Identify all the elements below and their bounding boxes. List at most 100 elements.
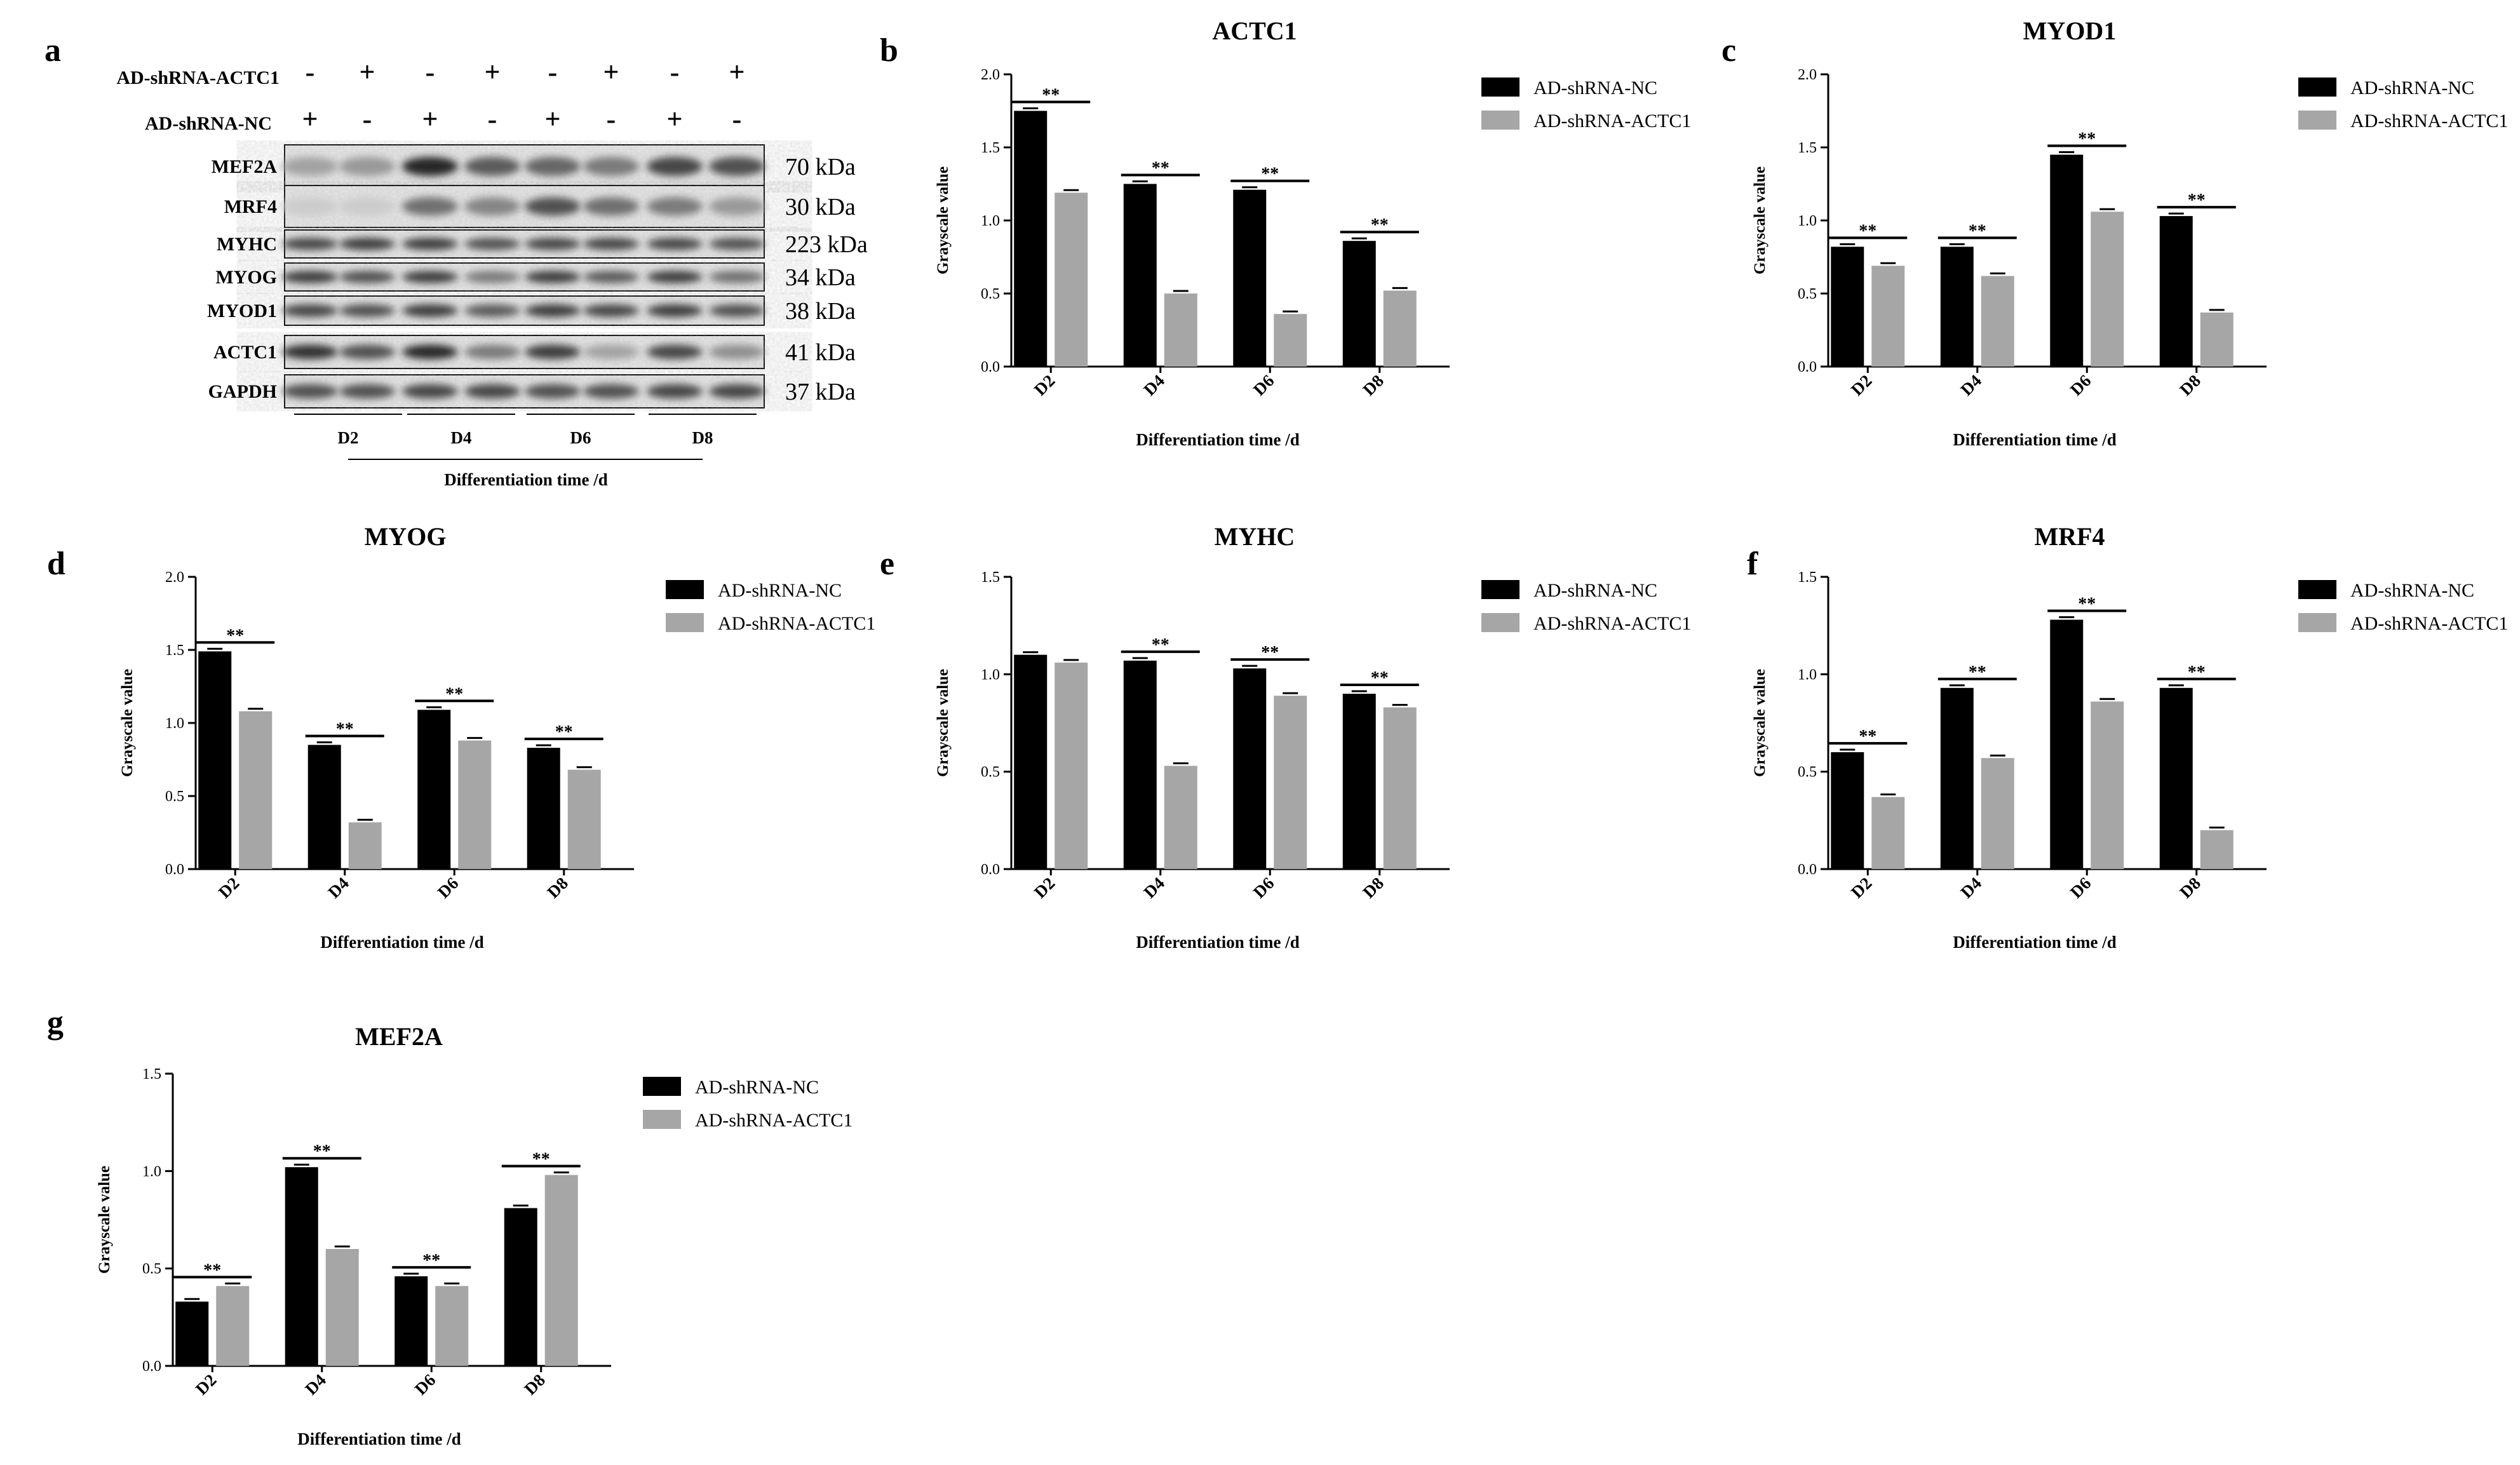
blot-band xyxy=(282,197,338,216)
y-tick-label: 0.5 xyxy=(142,1261,161,1278)
bar-nc xyxy=(198,651,232,869)
x-axis-label: Differentiation time /d xyxy=(1953,933,2116,952)
significance-marker: ** xyxy=(1152,635,1169,655)
blot-band xyxy=(525,304,581,318)
y-tick-label: 1.5 xyxy=(165,642,184,659)
blot-day-labels: D2 D4 D6 D8 xyxy=(294,414,757,447)
panel-letter-f: f xyxy=(1747,546,1758,582)
y-tick-label: 0.5 xyxy=(981,764,1000,781)
y-axis-label: Grayscale value xyxy=(934,669,952,777)
y-tick-label: 1.5 xyxy=(981,569,1000,586)
significance-marker: ** xyxy=(336,720,354,739)
x-tick-label: D2 xyxy=(1030,371,1059,400)
panel-letter-b: b xyxy=(880,32,898,69)
bar-nc xyxy=(1940,687,1974,869)
bar-nc xyxy=(1342,241,1376,367)
legend-swatch-actc1 xyxy=(2298,111,2336,130)
treatment-sign-grid: - + - + - + - + + - + - + - + - xyxy=(302,57,745,135)
x-tick-label: D6 xyxy=(1250,874,1278,902)
x-tick-label: D8 xyxy=(1359,371,1387,400)
bar-actc1 xyxy=(1981,276,2014,367)
panel-letter-e: e xyxy=(880,546,894,582)
significance-marker: ** xyxy=(1261,165,1279,184)
band-name-label: ACTC1 xyxy=(213,342,277,363)
legend-label-nc: AD-shRNA-NC xyxy=(1533,580,1657,601)
blot-row: MYOD1 38 kDa xyxy=(207,295,856,326)
blot-row: MYHC 223 kDa xyxy=(217,229,868,259)
significance-marker: ** xyxy=(532,1149,550,1169)
chart-title: ACTC1 xyxy=(1212,17,1297,45)
bar-nc xyxy=(2050,154,2084,367)
y-tick-label: 0.0 xyxy=(142,1358,161,1375)
blot-band xyxy=(402,304,458,318)
blot-day-label: D8 xyxy=(692,428,713,447)
legend-label-nc: AD-shRNA-NC xyxy=(718,580,842,601)
x-tick-label: D6 xyxy=(434,874,462,902)
bar-nc xyxy=(527,748,560,869)
bar-actc1 xyxy=(544,1175,578,1366)
bar-actc1 xyxy=(1871,266,1905,367)
bar-actc1 xyxy=(239,711,273,869)
y-tick-label: 2.0 xyxy=(981,67,1000,83)
bar-actc1 xyxy=(1164,294,1197,367)
panel-letter-a: a xyxy=(44,32,61,69)
blot-row: GAPDH 37 kDa xyxy=(208,374,856,408)
legend-swatch-actc1 xyxy=(1481,613,1519,632)
blot-band xyxy=(525,238,581,250)
blot-band xyxy=(464,344,520,360)
blot-band xyxy=(464,238,520,250)
blot-band xyxy=(709,157,765,176)
bar-nc xyxy=(1233,189,1267,367)
bar-actc1 xyxy=(1981,758,2014,869)
blot-band xyxy=(709,384,765,399)
chart-panel-d: d MYOG 0.0 0.5 1.0 1.5 2.0 Grayscale value ** D2 *… xyxy=(47,522,875,952)
legend-swatch-nc xyxy=(643,1077,681,1096)
blot-band xyxy=(339,384,395,399)
significance-marker: ** xyxy=(1152,159,1169,179)
bar-nc xyxy=(1123,660,1157,869)
blot-band xyxy=(464,304,520,318)
y-tick-label: 1.5 xyxy=(142,1066,161,1083)
significance-marker: ** xyxy=(1969,663,1986,682)
chart-title: MRF4 xyxy=(2034,522,2105,551)
y-tick-label: 0.5 xyxy=(1798,286,1817,302)
legend-swatch-nc xyxy=(2298,78,2336,97)
bar-actc1 xyxy=(2200,312,2234,367)
band-kda-label: 70 kDa xyxy=(785,154,856,180)
blot-band xyxy=(339,304,395,318)
bar-nc xyxy=(2159,216,2193,367)
band-kda-label: 38 kDa xyxy=(785,298,856,325)
bar-actc1 xyxy=(2200,830,2234,869)
chart-title: MYOD1 xyxy=(2023,17,2117,45)
y-tick-label: 0.0 xyxy=(1798,359,1817,375)
x-tick-label: D4 xyxy=(1957,874,1985,902)
legend-swatch-actc1 xyxy=(643,1110,681,1129)
blot-band xyxy=(583,271,639,283)
x-tick-label: D4 xyxy=(1140,874,1168,902)
band-name-label: MYOD1 xyxy=(207,300,277,321)
x-tick-label: D8 xyxy=(520,1370,549,1399)
blot-band xyxy=(464,197,520,216)
blot-band xyxy=(647,384,703,399)
significance-marker: ** xyxy=(445,684,463,704)
band-kda-label: 41 kDa xyxy=(785,339,856,366)
significance-marker: ** xyxy=(2188,663,2206,682)
panel-letter-d: d xyxy=(47,546,65,582)
x-tick-label: D2 xyxy=(1030,874,1059,902)
blot-band xyxy=(583,384,639,399)
legend-label-nc: AD-shRNA-NC xyxy=(2350,580,2474,601)
blot-band xyxy=(709,197,765,216)
blot-band xyxy=(647,157,703,176)
legend-swatch-nc xyxy=(1481,580,1519,599)
treatment-sign: - xyxy=(306,57,315,88)
x-axis-label: Differentiation time /d xyxy=(1136,430,1299,449)
bar-actc1 xyxy=(2091,212,2124,367)
chart-panel-e: e MYHC 0.0 0.5 1.0 1.5 Grayscale value D2 ** D4 **… xyxy=(880,522,1691,952)
significance-marker: ** xyxy=(313,1142,331,1161)
treatment-sign: + xyxy=(603,57,619,88)
y-tick-label: 0.5 xyxy=(1798,764,1817,781)
legend-label-nc: AD-shRNA-NC xyxy=(2350,78,2474,98)
legend-label-actc1: AD-shRNA-ACTC1 xyxy=(718,613,875,634)
significance-marker: ** xyxy=(1261,643,1279,663)
x-tick-label: D2 xyxy=(192,1370,220,1399)
